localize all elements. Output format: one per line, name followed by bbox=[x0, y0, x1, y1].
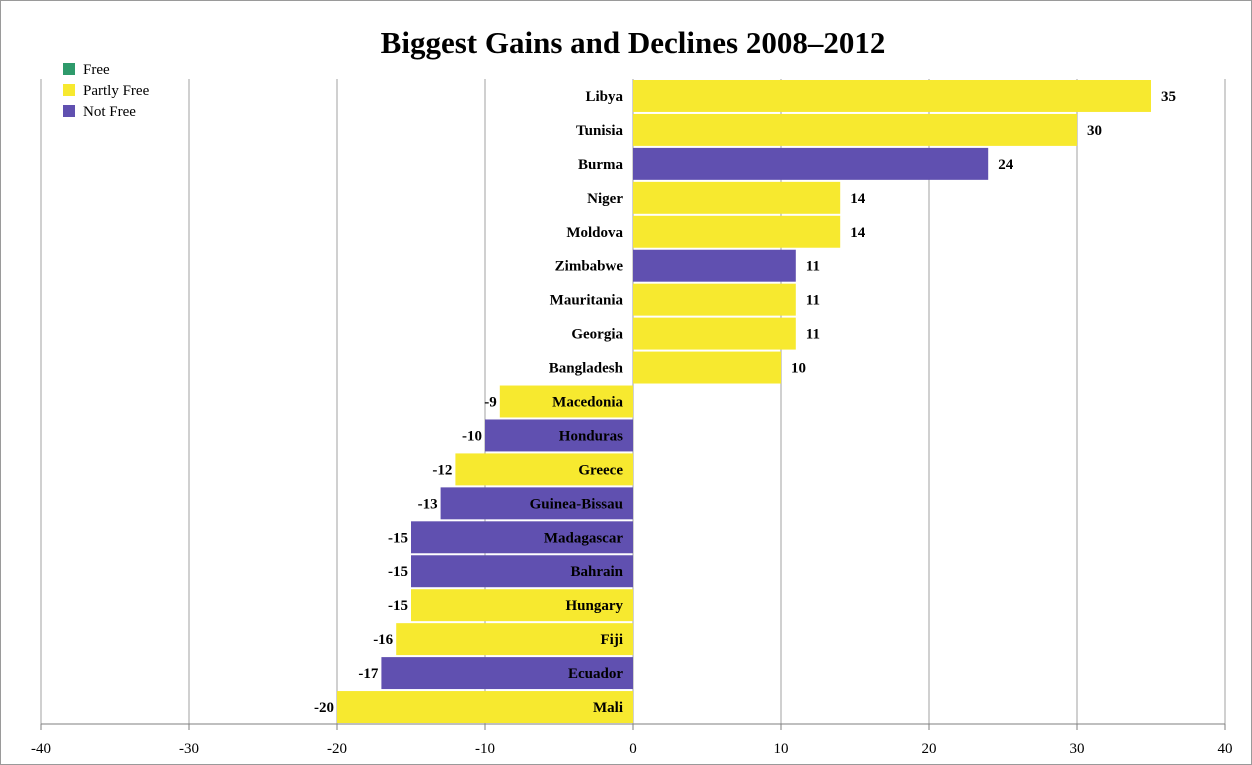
value-label-moldova: 14 bbox=[850, 225, 866, 241]
x-tick-label-40: -40 bbox=[31, 741, 51, 757]
x-tick-label-30: 30 bbox=[1070, 741, 1085, 757]
value-label-madagascar: -15 bbox=[388, 530, 408, 546]
category-label-georgia: Georgia bbox=[571, 327, 623, 343]
bar-hungary bbox=[411, 589, 633, 622]
bar-moldova bbox=[633, 215, 841, 248]
x-tick-label-20: -20 bbox=[327, 741, 347, 757]
x-axis: -40 -30 -20 -10 0 10 20 30 40 bbox=[31, 723, 1233, 757]
value-label-burma: 24 bbox=[998, 157, 1014, 173]
value-label-georgia: 11 bbox=[806, 327, 820, 343]
value-label-bahrain: -15 bbox=[388, 564, 408, 580]
category-label-mauritania: Mauritania bbox=[550, 293, 624, 309]
x-tick-label-20: 20 bbox=[922, 741, 937, 757]
category-label-libya: Libya bbox=[585, 89, 623, 105]
value-label-libya: 35 bbox=[1161, 89, 1176, 105]
value-label-macedonia: -9 bbox=[484, 395, 497, 411]
category-label-tunisia: Tunisia bbox=[576, 123, 623, 139]
value-label-honduras: -10 bbox=[462, 428, 482, 444]
category-label-guinea-bissau: Guinea-Bissau bbox=[530, 496, 623, 512]
value-label-hungary: -15 bbox=[388, 598, 408, 614]
bar-ecuador bbox=[381, 657, 633, 690]
value-label-zimbabwe: 11 bbox=[806, 259, 820, 275]
category-label-burma: Burma bbox=[578, 157, 624, 173]
x-tick-label-40: 40 bbox=[1218, 741, 1233, 757]
legend-swatch-free bbox=[63, 63, 75, 75]
value-label-fiji: -16 bbox=[373, 632, 393, 648]
value-label-tunisia: 30 bbox=[1087, 123, 1102, 139]
category-label-mali: Mali bbox=[593, 700, 623, 716]
bar-mali bbox=[337, 691, 633, 723]
bar-libya bbox=[633, 80, 1151, 112]
bars: Libya 35 Tunisia 30 Burma 24 Niger 14 Moldova 14 Z… bbox=[314, 80, 1176, 723]
bar-macedonia bbox=[499, 385, 633, 418]
category-label-bahrain: Bahrain bbox=[570, 564, 623, 580]
chart-title: Biggest Gains and Declines 2008–2012 bbox=[381, 25, 886, 60]
legend-label-free: Free bbox=[83, 62, 110, 78]
bar-bahrain bbox=[411, 555, 633, 588]
bar-greece bbox=[455, 453, 633, 486]
category-label-hungary: Hungary bbox=[565, 598, 623, 614]
x-tick-label-10: 10 bbox=[774, 741, 789, 757]
value-label-bangladesh: 10 bbox=[791, 361, 806, 377]
bar-tunisia bbox=[633, 113, 1077, 146]
category-label-bangladesh: Bangladesh bbox=[549, 361, 624, 377]
bar-madagascar bbox=[411, 521, 633, 554]
legend: Free Partly Free Not Free bbox=[63, 62, 150, 120]
bar-georgia bbox=[633, 317, 796, 350]
bar-guinea-bissau bbox=[440, 487, 633, 520]
category-label-niger: Niger bbox=[587, 191, 623, 207]
category-label-madagascar: Madagascar bbox=[544, 530, 623, 546]
x-tick-label-0: 0 bbox=[629, 741, 637, 757]
bar-niger bbox=[633, 181, 841, 214]
bar-burma bbox=[633, 147, 989, 180]
legend-label-not-free: Not Free bbox=[83, 104, 136, 120]
value-label-guinea-bissau: -13 bbox=[418, 496, 438, 512]
category-label-ecuador: Ecuador bbox=[568, 666, 623, 682]
value-label-niger: 14 bbox=[850, 191, 866, 207]
x-tick-label-30: -30 bbox=[179, 741, 199, 757]
bar-honduras bbox=[485, 419, 633, 452]
value-label-mauritania: 11 bbox=[806, 293, 820, 309]
x-tick-label-10: -10 bbox=[475, 741, 495, 757]
category-label-fiji: Fiji bbox=[601, 632, 624, 648]
value-label-ecuador: -17 bbox=[358, 666, 378, 682]
bar-bangladesh bbox=[633, 351, 781, 384]
category-label-greece: Greece bbox=[578, 462, 623, 478]
bar-zimbabwe bbox=[633, 249, 796, 282]
value-label-mali: -20 bbox=[314, 700, 334, 716]
bar-mauritania bbox=[633, 283, 796, 316]
category-label-honduras: Honduras bbox=[559, 428, 623, 444]
legend-label-partly-free: Partly Free bbox=[83, 83, 150, 99]
bar-fiji bbox=[396, 623, 633, 656]
legend-swatch-partly-free bbox=[63, 84, 75, 96]
legend-swatch-not-free bbox=[63, 105, 75, 117]
category-label-zimbabwe: Zimbabwe bbox=[555, 259, 624, 275]
category-label-macedonia: Macedonia bbox=[552, 395, 623, 411]
value-label-greece: -12 bbox=[432, 462, 452, 478]
category-label-moldova: Moldova bbox=[566, 225, 623, 241]
